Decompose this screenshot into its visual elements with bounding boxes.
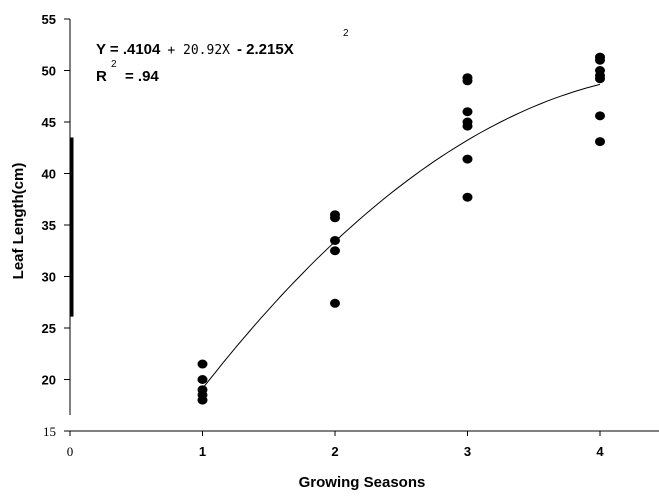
data-point xyxy=(462,107,473,117)
y-axis-title: Leaf Length(cm) xyxy=(10,163,27,280)
x-tick-label: 3 xyxy=(464,444,471,459)
y-tick-label: 20 xyxy=(42,373,56,388)
r-squared-label: R xyxy=(96,68,107,85)
svg-text:R: R xyxy=(96,68,107,85)
y-tick-label: 55 xyxy=(42,12,56,27)
r-squared-exponent: 2 xyxy=(111,59,117,70)
y-tick-label: 15 xyxy=(43,424,56,439)
x-axis-title: Growing Seasons xyxy=(299,474,426,491)
data-point xyxy=(197,395,208,405)
data-points xyxy=(197,52,605,405)
data-point xyxy=(462,192,473,202)
data-point xyxy=(595,74,605,84)
data-point xyxy=(197,359,208,369)
y-tick-label: 50 xyxy=(42,64,56,79)
tick-labels: 15 20 25 30 35 40 45 50 55 0 1 2 3 4 xyxy=(42,12,605,459)
data-point xyxy=(330,298,340,308)
y-tick-label: 25 xyxy=(42,321,56,336)
data-point xyxy=(595,137,605,147)
data-point xyxy=(330,246,340,256)
data-point xyxy=(462,121,473,131)
data-point xyxy=(462,154,473,164)
data-point xyxy=(595,55,605,65)
x-tick-label: 2 xyxy=(331,444,338,459)
svg-text:Y = .4104 + 20.92X: Y = .4104 + 20.92X - 2.215X xyxy=(96,41,294,58)
equation-linear-term: + 20.92X xyxy=(167,43,230,58)
equation-exponent: 2 xyxy=(343,28,349,39)
y-tick-label: 40 xyxy=(42,167,56,182)
y-tick-label: 35 xyxy=(42,218,56,233)
equation-y-term: Y = .4104 xyxy=(96,41,161,58)
r-squared-value: = .94 xyxy=(125,68,159,85)
y-tick-label: 30 xyxy=(42,270,56,285)
x-tick-label: 0 xyxy=(67,444,74,459)
data-point xyxy=(462,76,473,86)
regression-equation: Y = .4104 + 20.92X - 2.215X 2 R 2 = .94 xyxy=(96,28,349,85)
data-point xyxy=(330,213,340,223)
data-point xyxy=(197,375,208,384)
data-point xyxy=(330,235,340,245)
data-point xyxy=(595,111,605,121)
x-tick-label: 4 xyxy=(596,444,604,459)
regression-curve xyxy=(202,83,601,389)
equation-quadratic-term: - 2.215X xyxy=(237,41,294,58)
axes xyxy=(64,18,659,436)
y-tick-label: 45 xyxy=(42,115,56,130)
x-tick-label: 1 xyxy=(199,444,206,459)
